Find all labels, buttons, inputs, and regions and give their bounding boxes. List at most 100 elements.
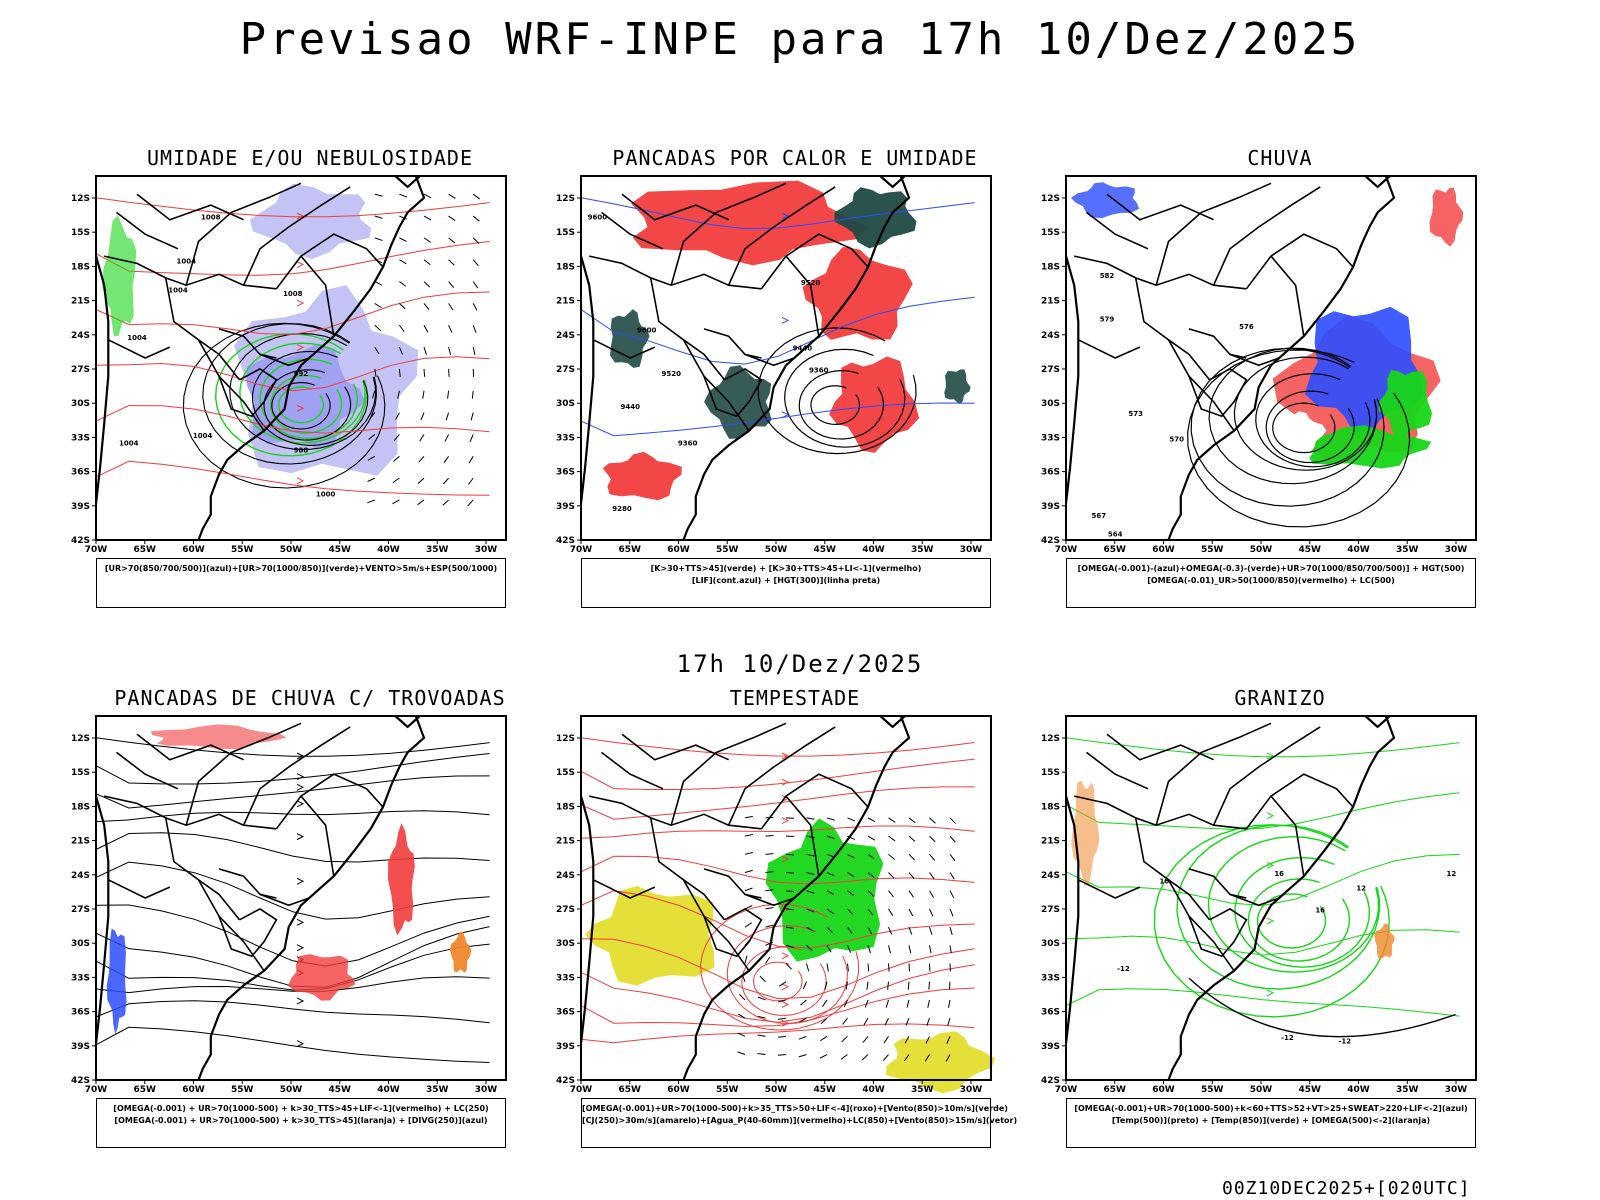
lat-tick-label: 39S: [71, 1042, 90, 1052]
wind-vector: [884, 1017, 889, 1026]
wind-vector: [472, 281, 479, 289]
west-coastline: [94, 795, 110, 1044]
lat-tick-label: 21S: [71, 297, 90, 307]
wind-vector: [806, 944, 813, 952]
panel-legend: [OMEGA(-0.001)-(azul)+OMEGA(-0.3)-(verde…: [1066, 558, 1476, 608]
wind-vector: [908, 926, 913, 935]
wind-vector: [423, 281, 431, 288]
contour-label: 988: [294, 447, 309, 455]
political-border: [1245, 233, 1354, 290]
wind-vector: [927, 999, 930, 1008]
political-border: [198, 339, 241, 381]
lon-tick-label: 50W: [765, 545, 788, 555]
instability-south: [602, 451, 682, 501]
political-border: [218, 907, 278, 958]
lon-tick-label: 65W: [1104, 545, 1127, 555]
lon-tick-label: 65W: [1104, 1085, 1127, 1095]
panel-title: PANCADAS DE CHUVA C/ TROVOADAS: [114, 686, 506, 710]
instability-north: [631, 180, 869, 266]
lat-tick-label: 36S: [556, 1008, 575, 1018]
wind-vector: [369, 412, 376, 420]
lon-tick-label: 30W: [475, 545, 498, 555]
wind-vector: [806, 853, 815, 857]
wind-vector: [399, 237, 407, 242]
lon-tick-label: 55W: [1201, 1085, 1224, 1095]
streamline-arrow: [781, 952, 790, 960]
wind-vector: [737, 1013, 746, 1019]
panel-title: PANCADAS POR CALOR E UMIDADE: [612, 146, 978, 170]
lat-tick-label: 12S: [1041, 734, 1060, 744]
streamline: [95, 1000, 490, 1024]
wind-vector: [423, 193, 432, 199]
wind-vector: [417, 477, 425, 484]
instability-east: [802, 246, 913, 340]
political-border: [1074, 795, 1247, 830]
west-coastline: [1064, 795, 1080, 1044]
wind-vector: [423, 346, 427, 355]
lat-tick-label: 21S: [556, 837, 575, 847]
lat-tick-label: 27S: [71, 365, 90, 375]
political-border: [589, 255, 762, 290]
wind-vector: [867, 963, 870, 972]
wind-vector: [392, 499, 400, 505]
wind-vector: [929, 945, 932, 954]
wind-vector: [765, 853, 774, 855]
isobar-labels: 1008 1004 1004 1008 1004 1004 1004 992 988 1000: [119, 214, 335, 499]
wind-vector: [444, 434, 450, 442]
storm-red-coast: [388, 823, 415, 936]
political-border: [670, 722, 787, 826]
lat-tick-label: 39S: [1041, 1042, 1060, 1052]
wind-vector: [925, 1036, 930, 1044]
map-frame: [1065, 715, 1477, 1081]
contour-line: [1255, 373, 1371, 468]
legend-line: [OMEGA(-0.001) + UR>70(1000-500) + k>30_…: [113, 1104, 489, 1113]
divergence-blue: [106, 928, 127, 1035]
wind-vector: [861, 1054, 869, 1061]
wind-vector: [826, 945, 832, 953]
panel-title: TEMPESTADE: [729, 686, 861, 710]
lat-tick-label: 39S: [1041, 502, 1060, 512]
wind-vector: [744, 887, 753, 892]
lon-tick-label: 35W: [426, 1085, 449, 1095]
wind-vector: [442, 499, 449, 506]
wind-vector: [395, 412, 400, 420]
wind-vector: [419, 434, 425, 442]
lon-tick-label: 70W: [85, 545, 108, 555]
wind-vector: [945, 1054, 951, 1062]
streamline: [1065, 737, 1460, 758]
wind-vector: [798, 1054, 807, 1058]
streamline: [580, 197, 975, 230]
lon-tick-label: 45W: [814, 1085, 837, 1095]
wind-vector: [765, 924, 774, 928]
streamline-arrow: [781, 778, 790, 786]
political-border: [116, 751, 179, 790]
legend-line: [OMEGA(-0.001) + UR>70(1000-500) + k>30_…: [114, 1116, 488, 1125]
political-border: [1086, 751, 1149, 790]
lat-tick-label: 18S: [1041, 802, 1060, 812]
heat-moisture-ocean: [944, 369, 971, 405]
contour-label: 9360: [678, 439, 698, 447]
wind-vector: [907, 981, 910, 990]
political-border: [760, 233, 869, 290]
panel-legend: [K>30+TTS>45](verde) + [K>30+TTS>45+LI<-…: [581, 558, 991, 608]
political-border: [1212, 186, 1321, 286]
wind-vector: [779, 981, 787, 987]
lat-tick-label: 15S: [71, 768, 90, 778]
thickness-dashed-red: [95, 197, 490, 496]
political-border: [785, 795, 820, 877]
lat-tick-label: 12S: [71, 194, 90, 204]
political-border: [744, 893, 795, 907]
wind-vector: [765, 956, 771, 964]
wind-vector: [785, 944, 794, 948]
wind-vector: [448, 346, 452, 355]
map-background: [96, 716, 506, 1080]
streamline: [95, 1026, 490, 1063]
contour-label: 1004: [127, 334, 147, 342]
map-frame: [580, 175, 992, 541]
wind-vector: [867, 853, 875, 860]
lon-tick-label: 70W: [1055, 1085, 1078, 1095]
wind-vector: [799, 1017, 807, 1023]
